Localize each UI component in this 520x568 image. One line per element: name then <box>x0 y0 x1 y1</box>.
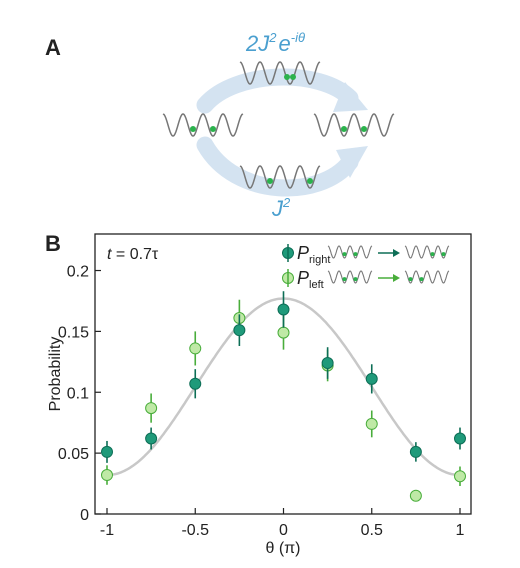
x-tick-label: 1 <box>456 522 465 539</box>
lower-label-main: J <box>271 196 284 221</box>
upper-path-arrowhead <box>333 82 368 112</box>
data-point-left <box>101 469 113 482</box>
data-point-right <box>145 432 158 445</box>
atom <box>290 73 296 80</box>
data-point-right <box>365 372 378 385</box>
lattice-potential <box>404 245 450 259</box>
y-tick-label: 0.2 <box>67 264 89 281</box>
lattice-diagrams <box>162 61 395 189</box>
legend-lattice-right-initial <box>327 245 373 259</box>
series-left <box>101 299 466 502</box>
legend-lattice-icons <box>327 245 450 284</box>
data-point-left <box>365 417 378 430</box>
y-tick-label: 0.05 <box>58 446 89 463</box>
path-arrows <box>196 68 368 197</box>
lattice-top <box>239 61 321 85</box>
time-variable: t <box>107 246 112 263</box>
atom <box>284 73 290 80</box>
upper-path-label: 2J2e-iθ <box>245 30 305 56</box>
data-point-right <box>189 377 202 390</box>
x-tick-label: -1 <box>100 522 114 539</box>
data-point-left <box>189 342 202 355</box>
legend: Pright Pleft <box>282 243 450 291</box>
atom <box>361 125 367 132</box>
atom <box>190 125 196 132</box>
lattice-bottom <box>239 165 321 189</box>
lattice-potential <box>162 113 244 137</box>
lower-path-arrowhead <box>336 146 368 178</box>
upper-label-e: e <box>278 31 290 56</box>
data-point-right <box>454 432 466 445</box>
data-point-right <box>101 445 113 458</box>
atom <box>342 252 347 257</box>
series-right <box>101 291 466 463</box>
y-axis-title: Probability <box>47 337 64 412</box>
lattice-potential <box>327 245 373 259</box>
atom <box>342 277 347 282</box>
panel-a-label: A <box>45 35 61 60</box>
lattice-potential <box>239 165 321 189</box>
legend-arrowhead-right <box>393 249 400 257</box>
x-tick-label: -0.5 <box>181 522 209 539</box>
legend-sub-left: left <box>309 279 324 291</box>
lattice-potential <box>404 270 450 284</box>
atom <box>353 277 358 282</box>
panel-b-label: B <box>45 231 61 256</box>
lower-label-sup: 2 <box>282 195 291 210</box>
data-point-right <box>233 324 246 337</box>
legend-arrowhead-left <box>393 274 400 282</box>
data-point-left <box>277 326 290 339</box>
svg-text:Pright: Pright <box>297 243 330 266</box>
data-point-left <box>454 470 466 483</box>
time-value: = 0.7τ <box>111 246 158 263</box>
atom <box>353 252 358 257</box>
legend-sub-right: right <box>309 254 330 266</box>
svg-text:J2: J2 <box>271 195 291 221</box>
x-axis-title: θ (π) <box>265 540 300 557</box>
data-point-right <box>409 445 422 458</box>
atom <box>307 177 313 184</box>
upper-path-arrow <box>196 68 359 114</box>
atom <box>430 252 435 257</box>
data-points-layer <box>101 291 466 502</box>
data-point-left <box>409 489 422 502</box>
legend-entry-right: Pright <box>282 243 330 266</box>
lower-path-arrow <box>196 136 359 197</box>
legend-symbol-right: P <box>297 243 309 263</box>
lattice-right <box>313 113 395 137</box>
atom <box>408 277 413 282</box>
y-tick-label: 0.15 <box>58 324 89 341</box>
lattice-potential <box>313 113 395 137</box>
axes: -1 -0.5 0 0.5 1 0 0.05 0.1 0.15 0.2 <box>58 264 465 539</box>
lattice-left <box>162 113 244 137</box>
lattice-potential <box>239 61 321 85</box>
svg-text:Pleft: Pleft <box>297 268 324 291</box>
atom <box>419 277 424 282</box>
atom <box>441 252 446 257</box>
data-point-right <box>321 357 334 370</box>
legend-lattice-left-final <box>404 270 450 284</box>
legend-symbol-left: P <box>297 268 309 288</box>
lower-path-label: J2 <box>271 195 291 221</box>
upper-label-exp: -iθ <box>291 30 305 45</box>
legend-lattice-right-final <box>404 245 450 259</box>
legend-entry-left: Pleft <box>282 268 324 291</box>
atom <box>267 177 273 184</box>
lattice-potential <box>327 270 373 284</box>
time-annotation: t = 0.7τ <box>107 246 159 263</box>
data-point-right <box>277 303 290 316</box>
upper-label-main: 2J <box>245 31 270 56</box>
y-tick-label: 0.1 <box>67 385 89 402</box>
y-tick-label: 0 <box>80 507 89 524</box>
x-tick-label: 0.5 <box>361 522 383 539</box>
svg-text:2J2e-iθ: 2J2e-iθ <box>245 30 305 56</box>
atom <box>210 125 216 132</box>
legend-lattice-left-initial <box>327 270 373 284</box>
data-point-left <box>145 402 158 415</box>
atom <box>341 125 347 132</box>
upper-label-sup: 2 <box>268 30 277 45</box>
x-tick-label: 0 <box>279 522 288 539</box>
